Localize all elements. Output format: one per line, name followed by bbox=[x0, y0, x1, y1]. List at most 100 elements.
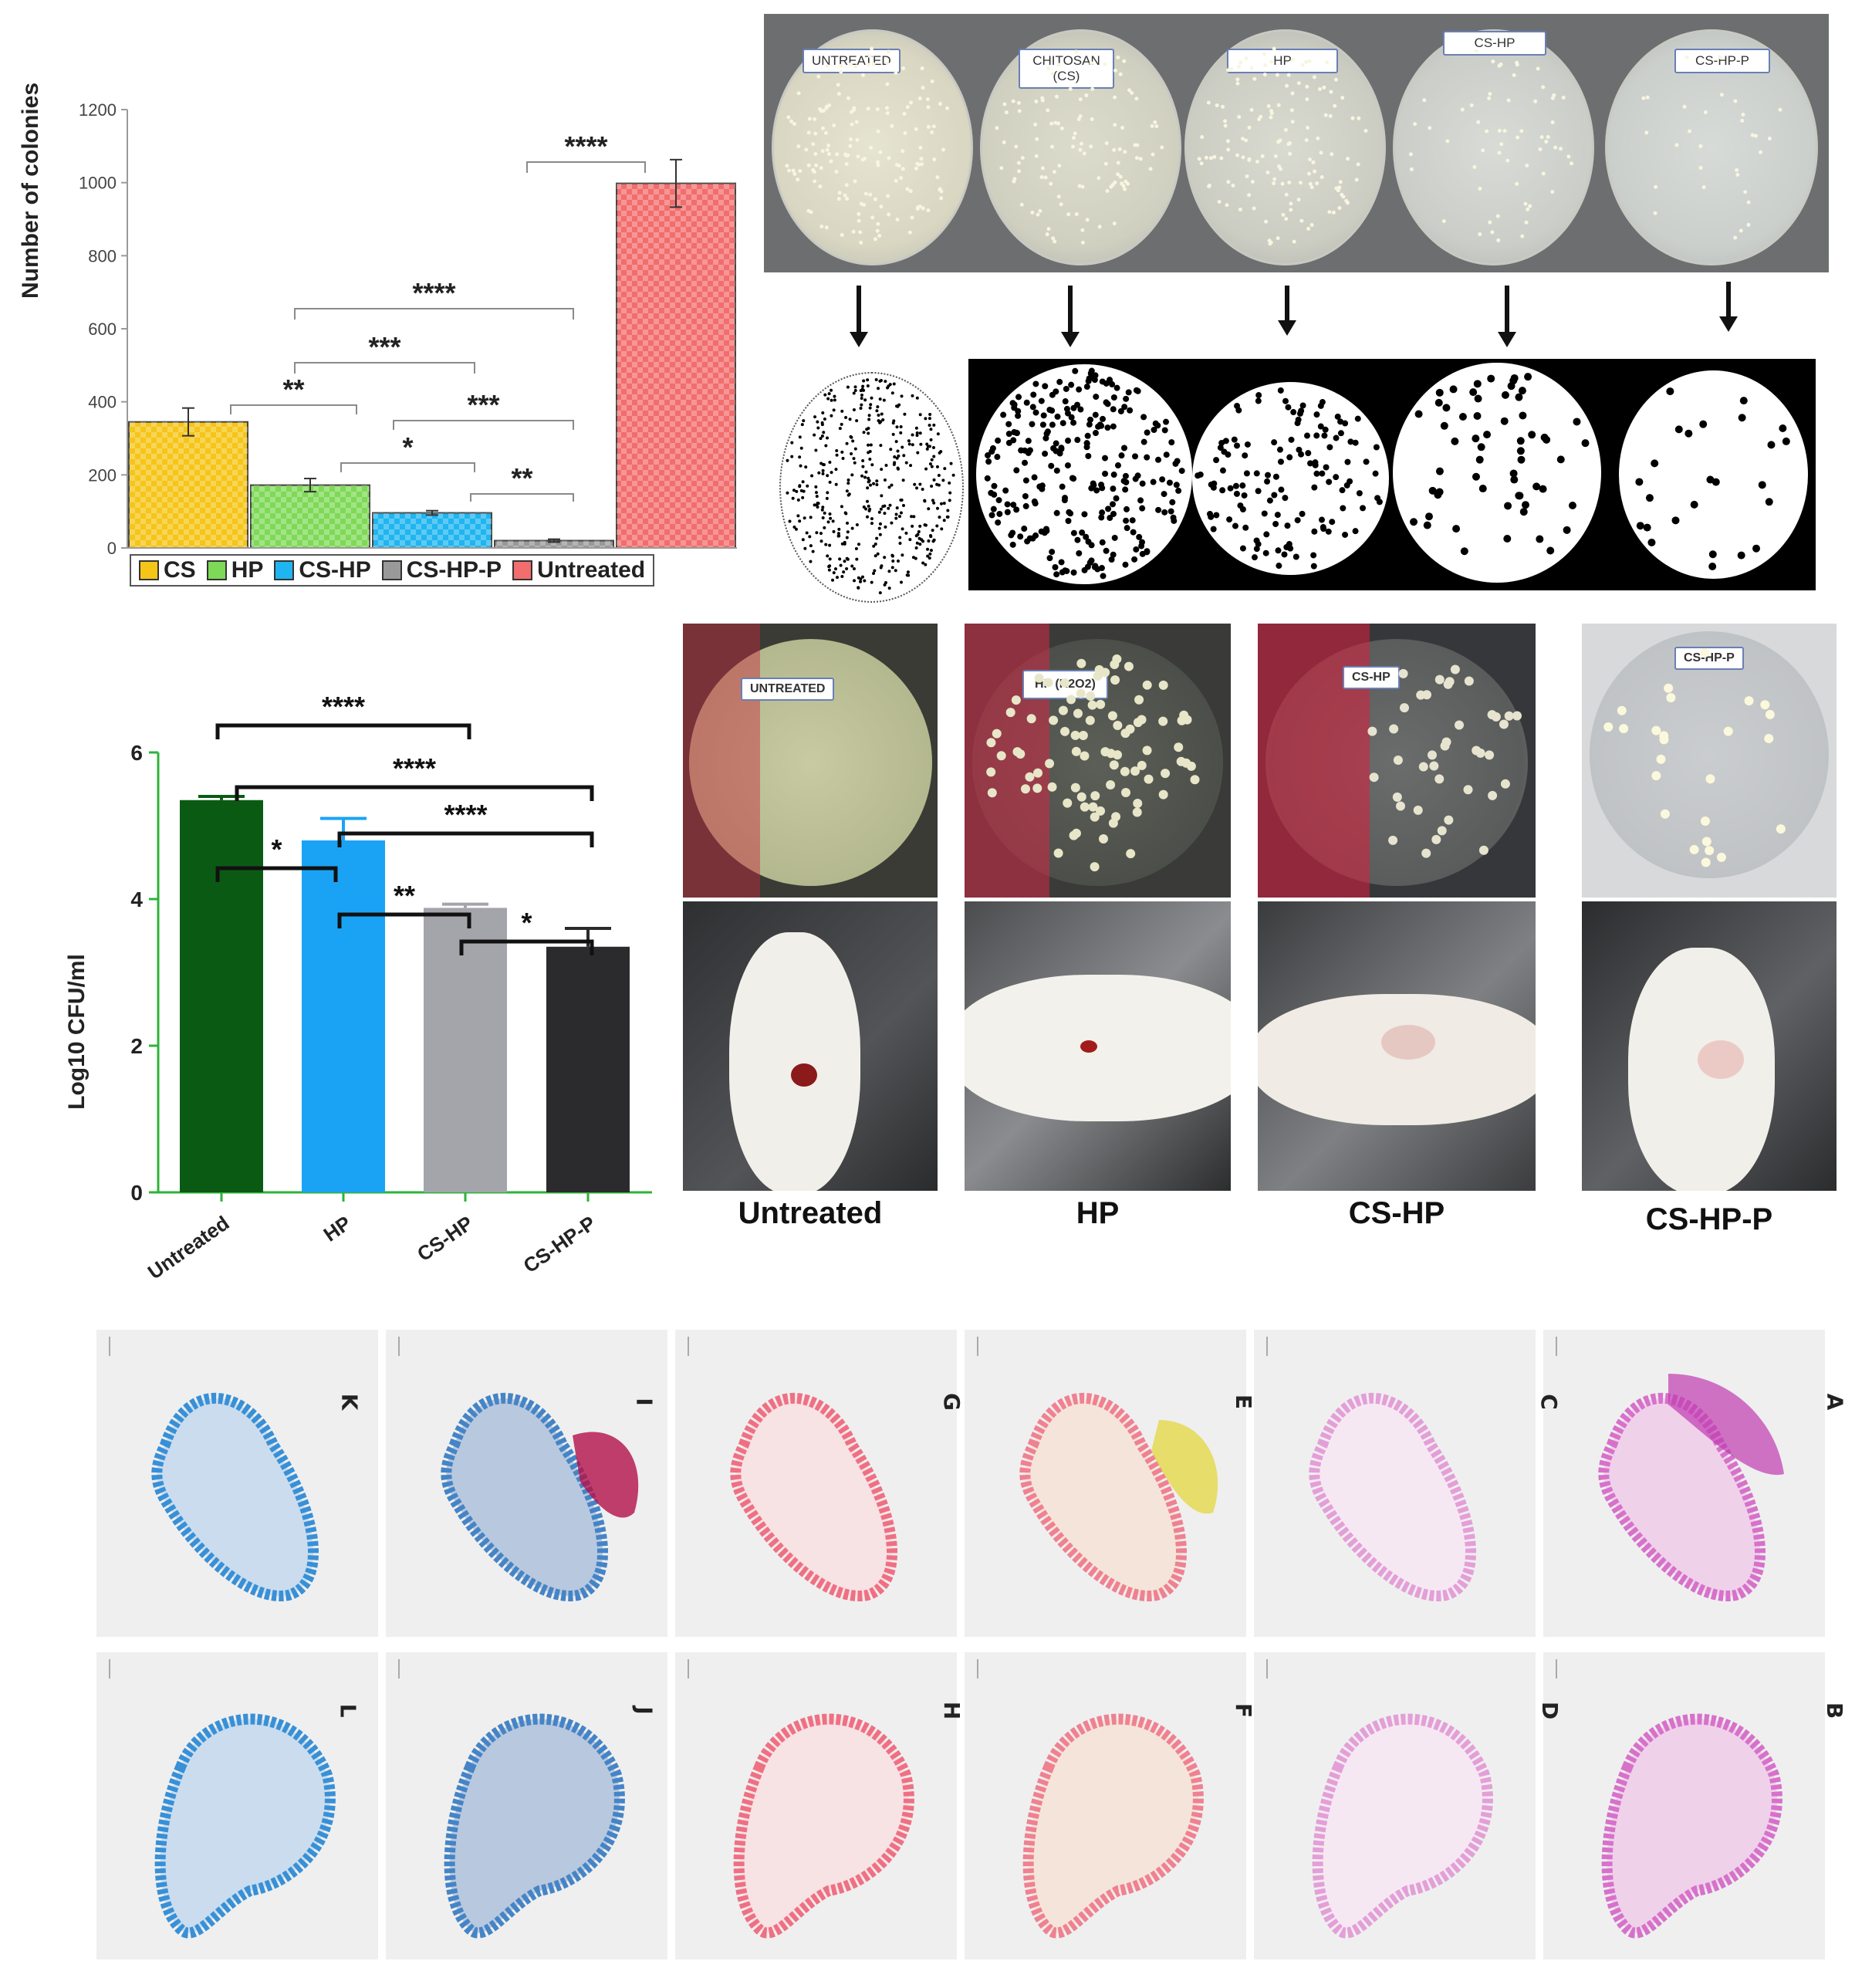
colony-dot bbox=[800, 423, 804, 427]
colony-dot bbox=[867, 443, 870, 447]
colony-dot bbox=[1421, 848, 1431, 858]
colony-dot bbox=[1071, 746, 1081, 756]
colony-dot bbox=[866, 486, 870, 490]
colony-dot bbox=[792, 525, 796, 529]
colony-dot bbox=[1121, 184, 1126, 188]
colony-dot bbox=[869, 403, 873, 407]
colony-dot bbox=[1015, 407, 1022, 414]
colony-dot bbox=[1782, 437, 1790, 445]
colony-dot bbox=[884, 463, 888, 467]
colony-dot bbox=[1046, 108, 1050, 113]
colony-dot bbox=[1092, 563, 1099, 570]
colony-dot bbox=[917, 529, 921, 533]
colony-dot bbox=[1190, 775, 1200, 785]
colony-dot bbox=[826, 554, 830, 558]
x-tick-label: CS-HP bbox=[413, 1211, 477, 1266]
colony-dot bbox=[910, 215, 914, 220]
colony-dot bbox=[888, 503, 892, 507]
colony-dot bbox=[1138, 157, 1143, 161]
colony-dot bbox=[1356, 162, 1360, 167]
colony-dot bbox=[1083, 533, 1090, 540]
colony-dot bbox=[877, 387, 880, 390]
colony-dot bbox=[1435, 488, 1444, 496]
colony-dot bbox=[1330, 152, 1334, 157]
colony-dot bbox=[867, 476, 870, 480]
colony-dot bbox=[901, 527, 904, 531]
colony-dot bbox=[887, 506, 890, 510]
colony-dot bbox=[1328, 113, 1333, 118]
colony-dot bbox=[1090, 86, 1095, 91]
colony-dot bbox=[1110, 472, 1117, 478]
colony-dot bbox=[861, 458, 865, 462]
mid-photos: UNTREATED HP (H2O2) CS-HP CS-HP-P Untrea… bbox=[679, 624, 1837, 1241]
colony-dot bbox=[825, 496, 829, 500]
colony-dot bbox=[1451, 437, 1459, 445]
colony-dot bbox=[1701, 185, 1706, 190]
colony-dot bbox=[897, 515, 901, 519]
colony-dot bbox=[858, 230, 863, 235]
colony-dot bbox=[1029, 404, 1036, 411]
colony-dot bbox=[1004, 110, 1009, 115]
colony-dot bbox=[853, 447, 857, 451]
colony-dot bbox=[1015, 394, 1022, 401]
colony-dot bbox=[835, 448, 839, 452]
colony-dot bbox=[1581, 439, 1590, 448]
colony-dot bbox=[1079, 141, 1083, 146]
x-tick-label: Untreated bbox=[144, 1211, 234, 1283]
colony-dot bbox=[1449, 385, 1458, 394]
colony-dot bbox=[1708, 550, 1717, 559]
colony-dot bbox=[1272, 181, 1276, 186]
colony-dot bbox=[1242, 524, 1249, 531]
colony-dot bbox=[1765, 709, 1775, 719]
colony-dot bbox=[1065, 517, 1072, 524]
colony-dot bbox=[860, 474, 864, 478]
colony-dot bbox=[1092, 411, 1099, 418]
colony-dot bbox=[1015, 749, 1026, 759]
colony-dot bbox=[834, 468, 838, 472]
colony-dot bbox=[1682, 104, 1687, 109]
colony-dot bbox=[1144, 774, 1154, 784]
colony-dot bbox=[1431, 834, 1441, 844]
arrow-3 bbox=[1285, 286, 1289, 320]
colony-dot bbox=[891, 560, 895, 563]
colony-dot bbox=[844, 416, 848, 420]
colony-dot bbox=[1265, 171, 1270, 175]
colony-dot bbox=[873, 569, 877, 573]
colony-dot bbox=[833, 394, 836, 398]
colony-dot bbox=[1523, 201, 1528, 206]
colony-dot bbox=[1104, 424, 1111, 431]
colony-dot bbox=[1644, 130, 1649, 135]
colony-dot bbox=[895, 506, 899, 510]
colony-dot bbox=[1460, 547, 1468, 556]
colony-dot bbox=[913, 482, 917, 486]
colony-dot bbox=[1116, 172, 1120, 177]
colony-dot bbox=[1289, 208, 1293, 212]
plate-label-cs-hp: CS-HP bbox=[1443, 31, 1546, 56]
colony-dot bbox=[1013, 506, 1020, 513]
colony-dot bbox=[1428, 486, 1437, 495]
colony-dot bbox=[1033, 768, 1043, 778]
colony-dot bbox=[1654, 184, 1658, 189]
colony-dot bbox=[1284, 522, 1291, 529]
colony-dot bbox=[1271, 439, 1278, 446]
colony-dot bbox=[878, 522, 882, 526]
colony-dot bbox=[811, 142, 816, 147]
colony-dot bbox=[1497, 128, 1502, 133]
colony-dot bbox=[924, 467, 928, 471]
colony-dot bbox=[1070, 475, 1077, 482]
colony-dot bbox=[1210, 484, 1217, 491]
colony-dot bbox=[931, 446, 935, 450]
colony-dot bbox=[1021, 526, 1028, 532]
colony-dot bbox=[1298, 407, 1305, 414]
colony-dot bbox=[1130, 766, 1140, 776]
colony-dot bbox=[1144, 429, 1151, 436]
colony-dot bbox=[932, 538, 936, 542]
colony-dot bbox=[1066, 695, 1076, 705]
colony-dot bbox=[813, 415, 817, 419]
colony-dot bbox=[1059, 483, 1066, 490]
colony-dot bbox=[1022, 492, 1029, 499]
colony-dot bbox=[1244, 138, 1249, 143]
colony-dot bbox=[1062, 398, 1069, 405]
colony-dot bbox=[1080, 802, 1090, 812]
colony-dot bbox=[1440, 421, 1448, 430]
